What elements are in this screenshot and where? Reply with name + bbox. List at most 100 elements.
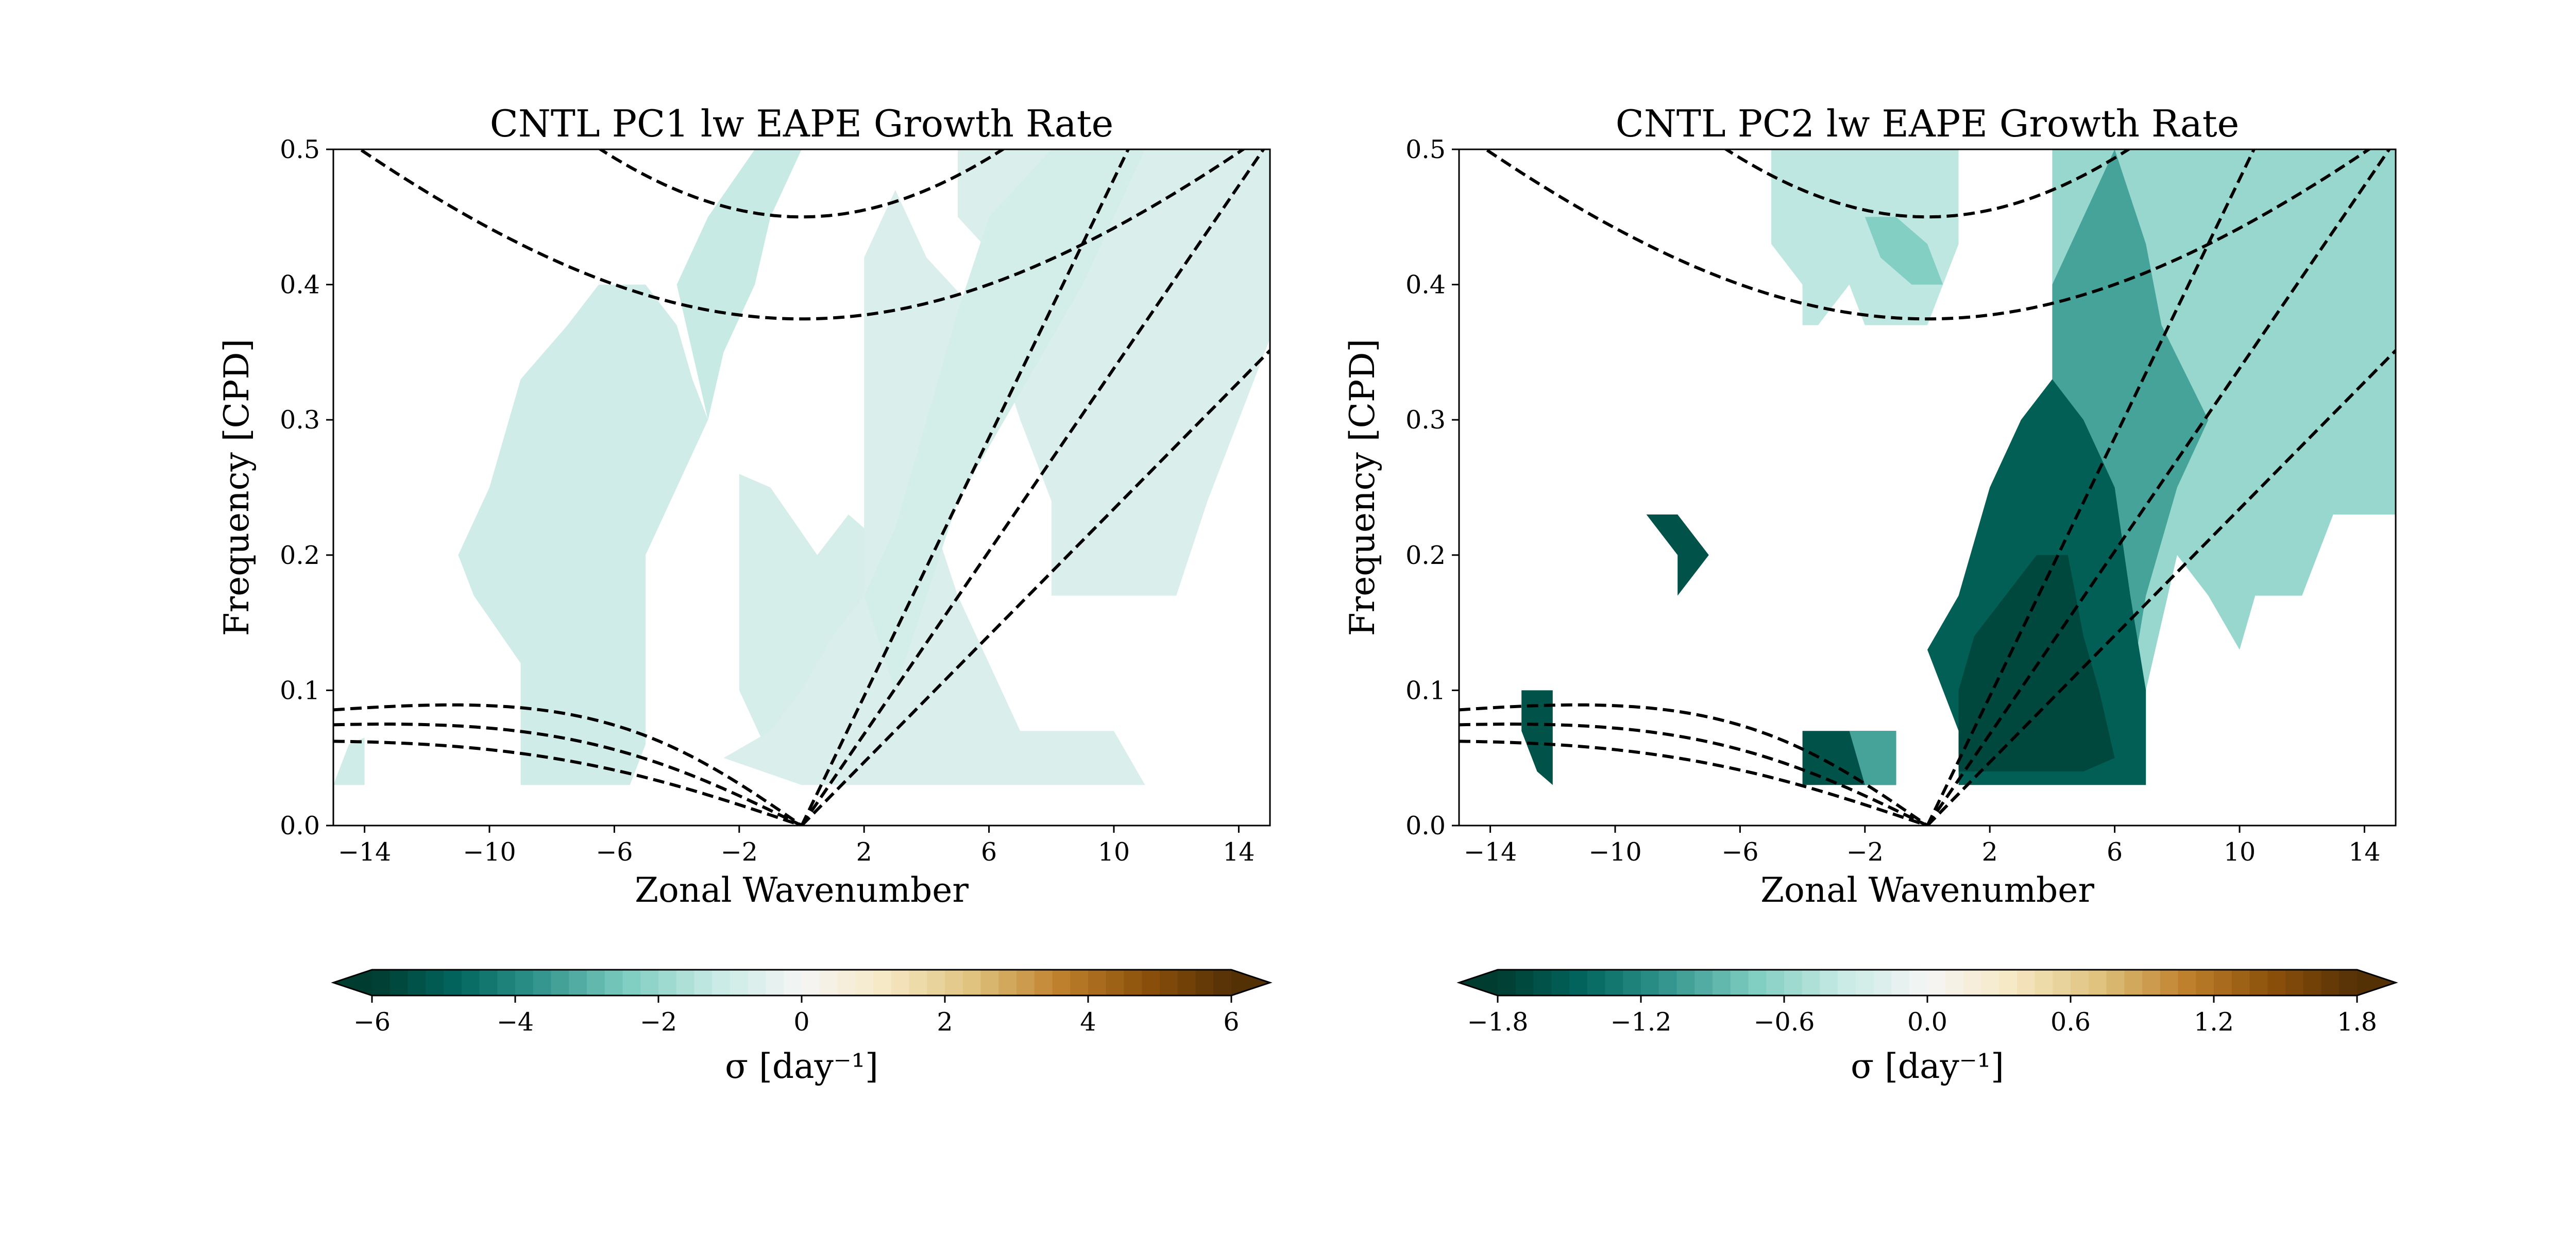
colorbar-level xyxy=(1748,970,1767,995)
colorbar-level xyxy=(389,970,409,995)
colorbar-level xyxy=(1106,970,1125,995)
dispersion-curve xyxy=(1459,723,1928,826)
colorbar-level xyxy=(945,970,963,995)
colorbar-level xyxy=(1641,970,1659,995)
colorbar-level xyxy=(640,970,659,995)
contour-region xyxy=(1865,217,1943,285)
colorbar-level xyxy=(2124,970,2143,995)
x-tick-label: 14 xyxy=(1223,837,1255,867)
colorbar-level xyxy=(2285,970,2304,995)
colorbar-level xyxy=(1856,970,1874,995)
colorbar-level xyxy=(444,970,462,995)
colorbar-level xyxy=(1945,970,1964,995)
dispersion-curve xyxy=(1926,349,2396,826)
colorbar-tick-label: −6 xyxy=(353,1007,391,1037)
dispersion-curve xyxy=(333,723,803,826)
contour-region xyxy=(1771,149,1959,325)
colorbar-level xyxy=(587,970,605,995)
y-tick-label: 0.5 xyxy=(280,135,320,164)
colorbar-tick-label: 0.6 xyxy=(2050,1007,2091,1037)
colorbar-level xyxy=(1909,970,1928,995)
colorbar-level xyxy=(2321,970,2340,995)
x-axis-label: Zonal Wavenumber xyxy=(635,870,969,910)
x-tick-label: −10 xyxy=(1588,837,1641,867)
colorbar-level xyxy=(479,970,498,995)
colorbar-level xyxy=(819,970,838,995)
colorbar-level xyxy=(461,970,480,995)
colorbar-level xyxy=(1515,970,1534,995)
colorbar-tick-label: 4 xyxy=(1080,1007,1096,1037)
colorbar-level xyxy=(1016,970,1035,995)
colorbar-tick-label: −1.2 xyxy=(1611,1007,1672,1037)
colorbar-level xyxy=(2053,970,2071,995)
colorbar-level xyxy=(962,970,981,995)
colorbar-level xyxy=(1820,970,1838,995)
colorbar-level xyxy=(1195,970,1214,995)
dispersion-curve xyxy=(1459,703,1928,826)
dispersion-curve xyxy=(1926,149,2256,826)
colorbar-level xyxy=(1533,970,1552,995)
plot-frame xyxy=(1458,148,2397,827)
colorbar-tick-label: 6 xyxy=(1223,1007,1239,1037)
plot-area: −14 −10 −6 −2 2 6 10 14 0.0 0.1 0.2 0.3 0.4 0.5 xyxy=(280,135,1271,867)
x-tick-label: 6 xyxy=(2107,837,2123,867)
colorbar-tick-label: −1.8 xyxy=(1467,1007,1529,1037)
panel-pc1: −14 −10 −6 −2 2 6 10 14 0.0 0.1 0.2 0.3 0.4 0.5 CNTL … xyxy=(217,102,1273,1086)
y-tick-label: 0.3 xyxy=(1405,405,1446,435)
x-tick-label: 14 xyxy=(2348,837,2380,867)
colorbar-level xyxy=(1569,970,1588,995)
y-tick-label: 0.2 xyxy=(280,541,320,570)
colorbar-level xyxy=(2071,970,2089,995)
colorbar-extend-high xyxy=(2357,970,2396,995)
colorbar-level xyxy=(372,970,391,995)
colorbar-level xyxy=(730,970,749,995)
x-tick-label: 2 xyxy=(856,837,872,867)
colorbar-level xyxy=(784,970,802,995)
contour-region xyxy=(333,737,365,785)
x-tick-label: −14 xyxy=(338,837,391,867)
y-tick-label: 0.0 xyxy=(280,811,320,840)
colorbar-level xyxy=(1658,970,1677,995)
colorbar-extend-low xyxy=(333,970,372,995)
colorbar-level xyxy=(1694,970,1713,995)
chart-title: CNTL PC2 lw EAPE Growth Rate xyxy=(1616,102,2239,145)
dispersion-curve xyxy=(800,149,1266,826)
x-tick-label: −10 xyxy=(463,837,516,867)
colorbar-level xyxy=(2178,970,2196,995)
y-axis-label: Frequency [CPD] xyxy=(1343,339,1382,636)
x-tick-label: −2 xyxy=(721,837,758,867)
colorbar-level xyxy=(2214,970,2232,995)
y-tick-label: 0.1 xyxy=(280,676,320,705)
colorbar-level xyxy=(1034,970,1053,995)
colorbar-tick-label: 1.8 xyxy=(2337,1007,2377,1037)
colorbar-level xyxy=(658,970,677,995)
contour-region xyxy=(1521,690,1553,785)
plot-frame xyxy=(332,148,1271,827)
colorbar-level xyxy=(837,970,856,995)
colorbar-level xyxy=(1587,970,1606,995)
shaded-regions xyxy=(333,149,1270,785)
colorbar-level xyxy=(1177,970,1196,995)
colorbar-level xyxy=(1963,970,1981,995)
colorbar-level xyxy=(2088,970,2107,995)
colorbar: −6 −4 −2 0 2 4 6 xyxy=(331,969,1273,1037)
colorbar-level xyxy=(1999,970,2018,995)
chart-title: CNTL PC1 lw EAPE Growth Rate xyxy=(490,102,1113,145)
colorbar-level xyxy=(2249,970,2268,995)
colorbar-level xyxy=(712,970,731,995)
dispersion-curve xyxy=(333,740,802,826)
y-tick-label: 0.1 xyxy=(1405,676,1446,705)
colorbar-level xyxy=(927,970,945,995)
colorbar-level xyxy=(748,970,767,995)
colorbar-level xyxy=(694,970,713,995)
x-tick-label: −14 xyxy=(1464,837,1517,867)
dispersion-curve xyxy=(1926,149,2392,826)
y-tick-label: 0.0 xyxy=(1405,811,1446,840)
dispersion-curves xyxy=(1459,149,2396,826)
colorbar-level xyxy=(2106,970,2125,995)
colorbar-tick-label: 1.2 xyxy=(2194,1007,2234,1037)
colorbar-level xyxy=(2303,970,2322,995)
colorbar-level xyxy=(515,970,534,995)
colorbar-level xyxy=(408,970,426,995)
dispersion-curve xyxy=(1483,149,2372,321)
